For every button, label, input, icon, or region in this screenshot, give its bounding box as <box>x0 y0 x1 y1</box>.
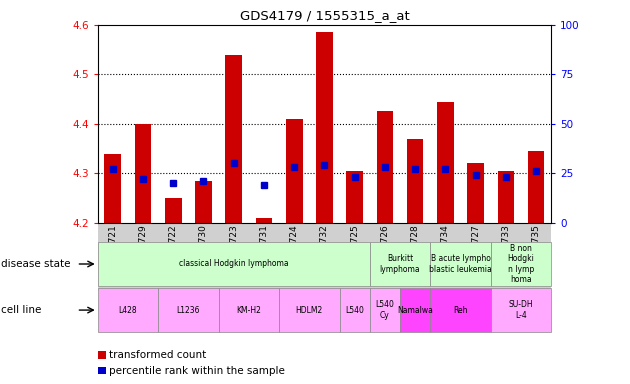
Bar <box>430 242 491 286</box>
Bar <box>370 242 430 286</box>
Bar <box>498 171 514 223</box>
Text: L1236: L1236 <box>176 306 200 314</box>
Bar <box>256 218 272 223</box>
Text: L540
Cy: L540 Cy <box>375 300 394 320</box>
Title: GDS4179 / 1555315_a_at: GDS4179 / 1555315_a_at <box>239 9 410 22</box>
Bar <box>400 288 430 332</box>
Bar <box>165 198 181 223</box>
Text: L540: L540 <box>345 306 364 314</box>
Bar <box>491 288 551 332</box>
Bar <box>491 242 551 286</box>
Bar <box>98 288 158 332</box>
Bar <box>158 288 219 332</box>
Bar <box>346 171 363 223</box>
Text: classical Hodgkin lymphoma: classical Hodgkin lymphoma <box>179 260 289 268</box>
Text: transformed count: transformed count <box>109 350 206 360</box>
Text: percentile rank within the sample: percentile rank within the sample <box>109 366 285 376</box>
Bar <box>286 119 302 223</box>
Text: Namalwa: Namalwa <box>398 306 433 314</box>
Text: HDLM2: HDLM2 <box>295 306 323 314</box>
Bar <box>467 163 484 223</box>
Bar <box>437 102 454 223</box>
Bar <box>528 151 544 223</box>
Bar <box>98 242 370 286</box>
Bar <box>377 111 393 223</box>
Text: SU-DH
L-4: SU-DH L-4 <box>508 300 534 320</box>
Bar <box>226 55 242 223</box>
Bar <box>219 288 279 332</box>
Text: Reh: Reh <box>453 306 468 314</box>
Text: KM-H2: KM-H2 <box>236 306 261 314</box>
Bar <box>279 288 340 332</box>
Text: B non
Hodgki
n lymp
homa: B non Hodgki n lymp homa <box>508 244 534 284</box>
Bar <box>340 288 370 332</box>
Bar <box>195 181 212 223</box>
Text: B acute lympho
blastic leukemia: B acute lympho blastic leukemia <box>429 254 492 274</box>
Bar <box>135 124 151 223</box>
Bar <box>316 32 333 223</box>
Text: disease state: disease state <box>1 259 71 269</box>
Bar <box>430 288 491 332</box>
Text: L428: L428 <box>118 306 137 314</box>
Bar <box>105 154 121 223</box>
Bar <box>370 288 400 332</box>
Text: cell line: cell line <box>1 305 42 315</box>
Bar <box>407 139 423 223</box>
Text: Burkitt
lymphoma: Burkitt lymphoma <box>380 254 420 274</box>
